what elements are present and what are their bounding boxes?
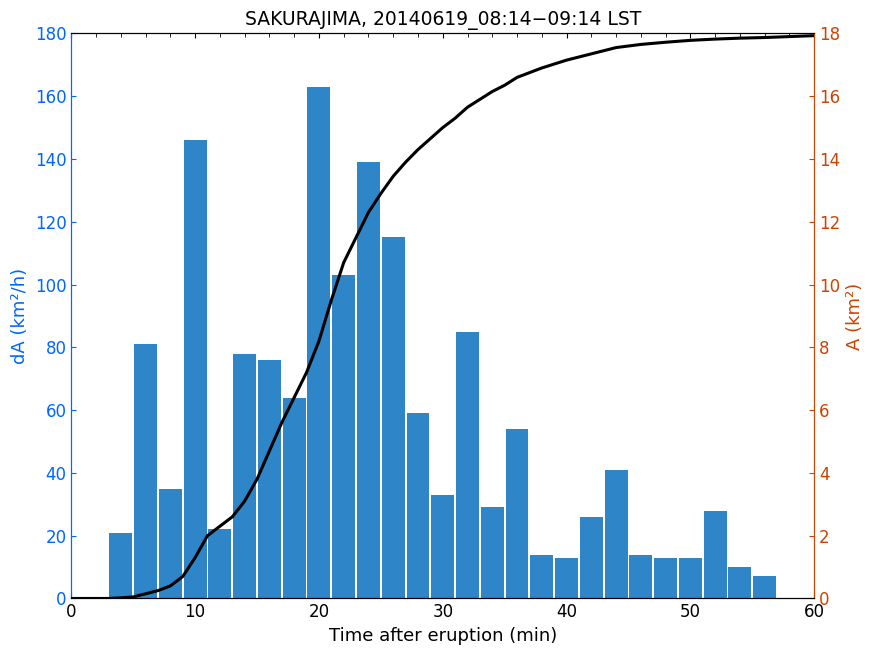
Bar (729, 567, 752, 598)
Bar (481, 508, 504, 598)
Bar (654, 558, 677, 598)
Bar (506, 429, 528, 598)
Title: SAKURAJIMA, 20140619_08:14−09:14 LST: SAKURAJIMA, 20140619_08:14−09:14 LST (245, 11, 640, 30)
Bar (629, 554, 653, 598)
Bar (208, 529, 231, 598)
Bar (530, 554, 553, 598)
Bar (679, 558, 702, 598)
Bar (580, 517, 603, 598)
Bar (431, 495, 454, 598)
X-axis label: Time after eruption (min): Time after eruption (min) (329, 627, 556, 645)
Bar (555, 558, 578, 598)
Bar (357, 162, 380, 598)
Bar (159, 489, 182, 598)
Bar (382, 237, 404, 598)
Bar (704, 510, 726, 598)
Bar (605, 470, 627, 598)
Bar (332, 275, 355, 598)
Bar (407, 413, 430, 598)
Bar (258, 360, 281, 598)
Bar (184, 140, 206, 598)
Bar (134, 344, 157, 598)
Bar (283, 398, 305, 598)
Bar (233, 354, 256, 598)
Bar (753, 577, 776, 598)
Bar (456, 332, 479, 598)
Bar (307, 87, 331, 598)
Y-axis label: A (km²): A (km²) (846, 282, 864, 350)
Bar (109, 533, 132, 598)
Y-axis label: dA (km²/h): dA (km²/h) (11, 268, 29, 364)
